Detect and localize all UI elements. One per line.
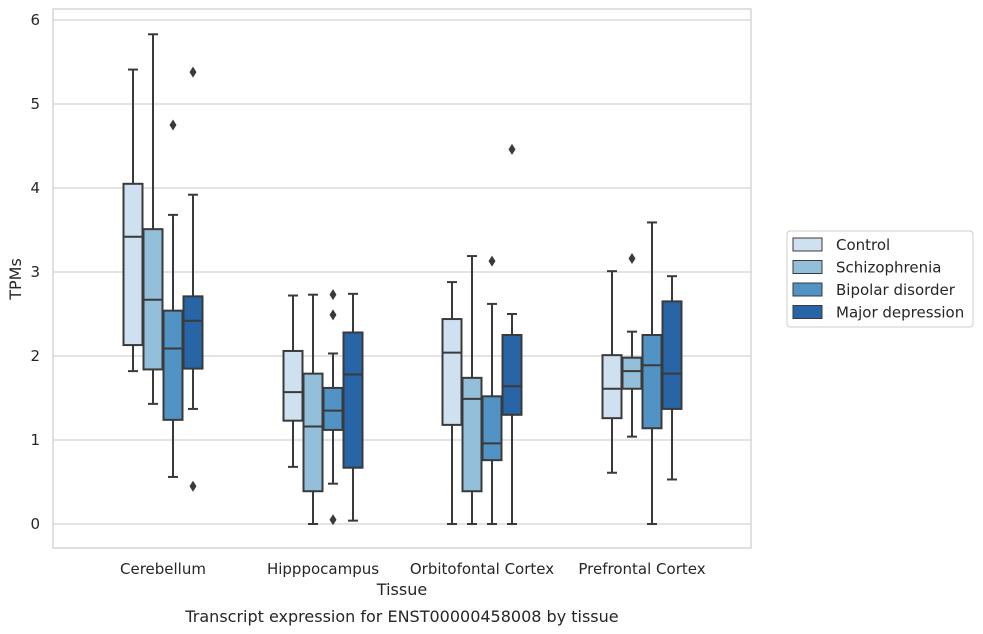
iqr-box xyxy=(481,395,503,462)
y-tick-label: 6 xyxy=(30,11,40,29)
iqr-box xyxy=(621,356,643,390)
y-tick-label: 2 xyxy=(30,347,40,365)
iqr-box xyxy=(501,334,523,416)
box-3-2 xyxy=(501,143,523,525)
outlier-point xyxy=(329,309,337,321)
legend-swatch xyxy=(792,282,823,297)
box-1-1 xyxy=(302,293,324,525)
outlier-point xyxy=(508,143,516,155)
y-tick-label: 4 xyxy=(30,179,40,197)
y-axis-label: TPMs xyxy=(6,258,25,301)
x-tick-label: Orbitofontal Cortex xyxy=(410,560,554,578)
box-3-3 xyxy=(661,275,683,481)
outlier-point xyxy=(329,514,337,526)
legend-swatch xyxy=(792,305,823,319)
iqr-box xyxy=(182,295,204,370)
iqr-box xyxy=(302,372,324,493)
box-series xyxy=(122,33,683,526)
box-2-2 xyxy=(481,255,503,525)
y-tick-label: 3 xyxy=(30,263,40,281)
legend-label: Control xyxy=(836,236,890,254)
outlier-point xyxy=(628,253,636,265)
legend-label: Bipolar disorder xyxy=(836,281,956,299)
iqr-box xyxy=(661,300,683,410)
outlier-point xyxy=(189,66,197,78)
legend-label: Schizophrenia xyxy=(836,259,941,277)
box-1-0 xyxy=(142,33,164,405)
box-3-1 xyxy=(342,292,364,522)
plot-area-background xyxy=(53,9,751,548)
iqr-box xyxy=(162,309,184,421)
box-0-2 xyxy=(441,281,463,525)
legend: Control Schizophrenia Bipolar disorder Majo… xyxy=(786,230,974,328)
x-axis-label: Tissue xyxy=(376,580,427,599)
legend-label: Major depression xyxy=(836,304,964,322)
outlier-point xyxy=(329,289,337,301)
y-tick-label: 1 xyxy=(30,431,40,449)
plot-area-border xyxy=(52,8,752,549)
legend-swatch xyxy=(792,260,823,274)
x-tick-label: Hipppocampus xyxy=(267,560,379,578)
y-tick-label: 0 xyxy=(30,515,40,533)
iqr-box xyxy=(461,376,483,493)
iqr-box xyxy=(641,334,663,430)
x-tick-label: Prefrontal Cortex xyxy=(578,560,705,578)
x-axis-ticks: Cerebellum Hipppocampus Orbitofontal Corte… xyxy=(120,560,706,578)
iqr-box xyxy=(441,318,463,426)
iqr-box xyxy=(282,349,304,422)
y-axis-ticks: 0 1 2 3 4 5 6 xyxy=(30,11,40,533)
outlier-point xyxy=(169,119,177,131)
outlier-point xyxy=(488,255,496,267)
y-tick-label: 5 xyxy=(30,95,40,113)
iqr-box xyxy=(122,182,144,347)
box-2-1 xyxy=(322,289,344,526)
box-0-0 xyxy=(122,68,144,373)
legend-swatch xyxy=(792,237,823,252)
x-tick-label: Cerebellum xyxy=(120,560,206,578)
box-3-0 xyxy=(182,66,204,492)
iqr-box xyxy=(322,386,344,431)
outlier-point xyxy=(189,480,197,492)
iqr-box xyxy=(601,354,623,420)
chart-caption: Transcript expression for ENST0000045800… xyxy=(184,607,618,626)
iqr-box xyxy=(342,331,364,469)
legend-frame xyxy=(786,230,974,328)
